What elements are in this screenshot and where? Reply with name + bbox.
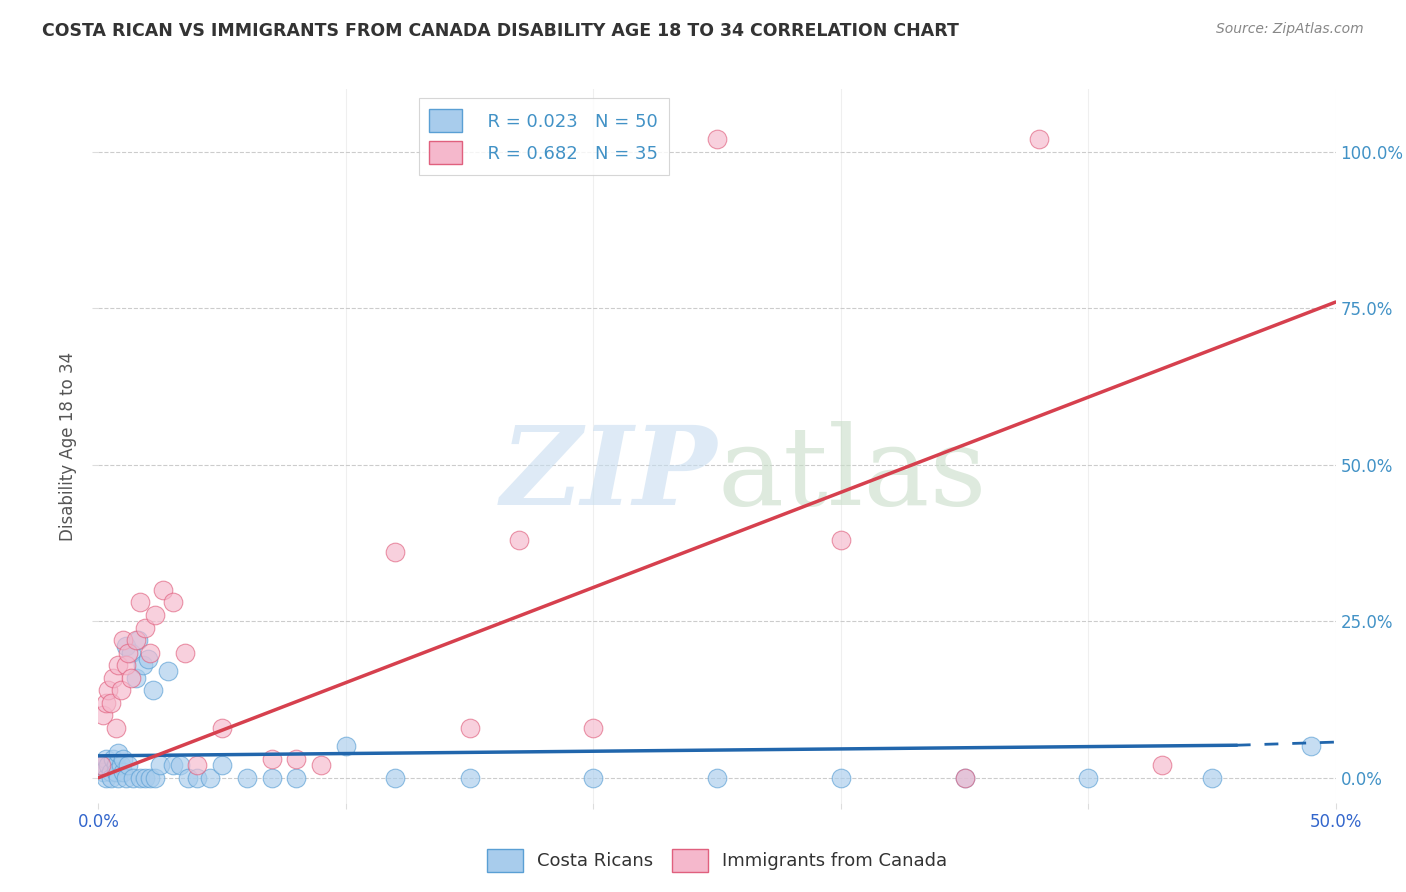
Legend: Costa Ricans, Immigrants from Canada: Costa Ricans, Immigrants from Canada bbox=[479, 842, 955, 880]
Point bbox=[114, 771, 136, 785]
Point bbox=[107, 771, 129, 785]
Point bbox=[458, 771, 481, 785]
Point bbox=[134, 621, 156, 635]
Text: Source: ZipAtlas.com: Source: ZipAtlas.com bbox=[1216, 22, 1364, 37]
Point bbox=[174, 646, 197, 660]
Point bbox=[458, 721, 481, 735]
Point bbox=[953, 771, 976, 785]
Point bbox=[93, 764, 115, 779]
Point bbox=[260, 771, 283, 785]
Point bbox=[186, 758, 208, 772]
Point bbox=[142, 683, 165, 698]
Point bbox=[830, 771, 852, 785]
Point bbox=[143, 771, 166, 785]
Point bbox=[117, 758, 139, 772]
Point bbox=[117, 646, 139, 660]
Point bbox=[211, 758, 233, 772]
Text: atlas: atlas bbox=[717, 421, 987, 528]
Point bbox=[120, 671, 142, 685]
Point bbox=[236, 771, 259, 785]
Point bbox=[384, 771, 406, 785]
Point bbox=[104, 758, 127, 772]
Point bbox=[1077, 771, 1099, 785]
Point bbox=[114, 640, 136, 654]
Point bbox=[706, 132, 728, 146]
Point bbox=[124, 633, 146, 648]
Point bbox=[211, 721, 233, 735]
Point bbox=[112, 633, 135, 648]
Point bbox=[162, 758, 184, 772]
Point bbox=[285, 752, 308, 766]
Point bbox=[104, 764, 127, 779]
Point bbox=[169, 758, 191, 772]
Text: ZIP: ZIP bbox=[501, 421, 717, 528]
Point bbox=[149, 758, 172, 772]
Point bbox=[309, 758, 332, 772]
Point bbox=[1201, 771, 1223, 785]
Point bbox=[143, 607, 166, 622]
Point bbox=[139, 771, 162, 785]
Point bbox=[110, 758, 132, 772]
Point bbox=[1299, 739, 1322, 754]
Point bbox=[1152, 758, 1174, 772]
Point bbox=[176, 771, 198, 785]
Point bbox=[129, 595, 152, 609]
Point bbox=[103, 752, 125, 766]
Point bbox=[830, 533, 852, 547]
Point bbox=[198, 771, 221, 785]
Point bbox=[260, 752, 283, 766]
Point bbox=[120, 646, 142, 660]
Point bbox=[139, 646, 162, 660]
Point bbox=[103, 671, 125, 685]
Point bbox=[124, 671, 146, 685]
Point bbox=[90, 758, 112, 772]
Point bbox=[114, 658, 136, 673]
Point bbox=[94, 696, 117, 710]
Point bbox=[94, 752, 117, 766]
Point bbox=[582, 771, 605, 785]
Point bbox=[107, 658, 129, 673]
Point bbox=[156, 665, 179, 679]
Point bbox=[100, 696, 122, 710]
Point bbox=[186, 771, 208, 785]
Point bbox=[122, 771, 145, 785]
Point bbox=[97, 683, 120, 698]
Point bbox=[94, 771, 117, 785]
Point bbox=[162, 595, 184, 609]
Point bbox=[508, 533, 530, 547]
Point bbox=[1028, 132, 1050, 146]
Point bbox=[112, 764, 135, 779]
Point bbox=[582, 721, 605, 735]
Point bbox=[104, 721, 127, 735]
Point bbox=[134, 771, 156, 785]
Point bbox=[93, 708, 115, 723]
Point bbox=[100, 771, 122, 785]
Point bbox=[384, 545, 406, 559]
Point bbox=[100, 764, 122, 779]
Point bbox=[285, 771, 308, 785]
Point bbox=[129, 771, 152, 785]
Point bbox=[110, 683, 132, 698]
Point bbox=[136, 652, 159, 666]
Y-axis label: Disability Age 18 to 34: Disability Age 18 to 34 bbox=[59, 351, 77, 541]
Point bbox=[127, 633, 149, 648]
Point bbox=[132, 658, 155, 673]
Text: COSTA RICAN VS IMMIGRANTS FROM CANADA DISABILITY AGE 18 TO 34 CORRELATION CHART: COSTA RICAN VS IMMIGRANTS FROM CANADA DI… bbox=[42, 22, 959, 40]
Point bbox=[112, 752, 135, 766]
Point bbox=[90, 758, 112, 772]
Point bbox=[97, 758, 120, 772]
Point bbox=[107, 746, 129, 760]
Point bbox=[335, 739, 357, 754]
Point bbox=[953, 771, 976, 785]
Point bbox=[706, 771, 728, 785]
Point bbox=[152, 582, 174, 597]
